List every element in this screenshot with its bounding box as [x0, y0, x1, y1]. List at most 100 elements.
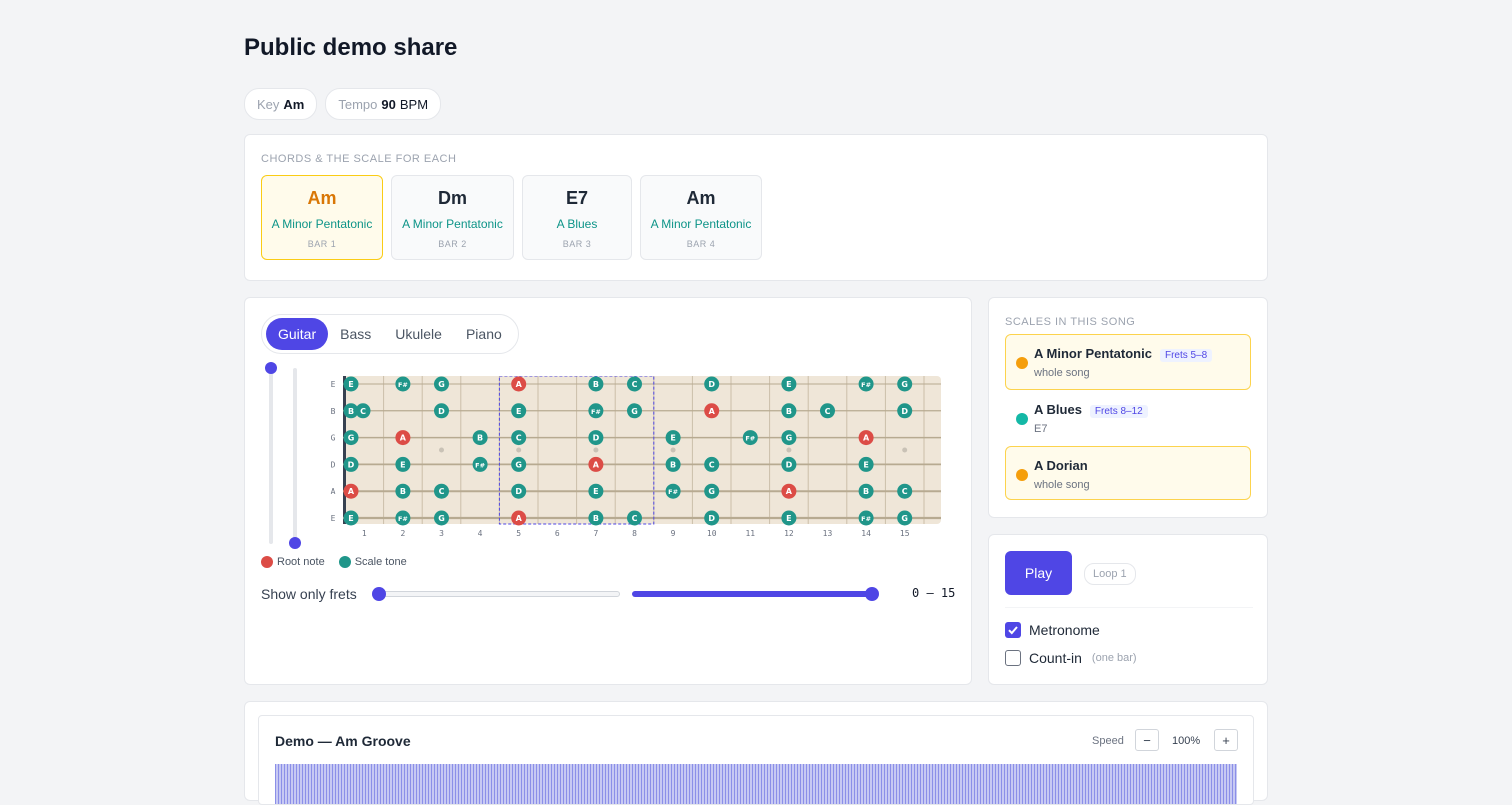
chord-card-bar-1[interactable]: Am A Minor Pentatonic BAR 1 — [261, 175, 383, 260]
scale-note-marker — [665, 483, 681, 499]
fret-number: 6 — [555, 529, 560, 538]
scale-note-marker — [665, 430, 681, 446]
tab-guitar[interactable]: Guitar — [266, 318, 329, 350]
scale-note-marker — [897, 403, 913, 419]
fret-inlay-dot — [593, 447, 599, 453]
speed-value: 100% — [1172, 735, 1201, 747]
scale-frets-badge: Frets 8–12 — [1089, 405, 1148, 418]
scale-note-marker — [704, 510, 720, 526]
demo-card: Demo — Am Groove Speed − 100% + — [244, 701, 1268, 805]
note-label: D — [348, 460, 355, 469]
count-in-toggle[interactable]: Count-in (one bar) — [1005, 650, 1137, 666]
fretboard-wood — [343, 376, 941, 524]
scale-note-marker — [627, 510, 642, 526]
scale-item-a-dorian[interactable]: A Dorian whole song — [1005, 446, 1251, 500]
string-label: B — [331, 407, 336, 416]
note-label: G — [438, 514, 445, 523]
scale-note-marker — [472, 430, 488, 446]
chord-name: E7 — [565, 188, 589, 208]
note-label: E — [786, 514, 791, 523]
scale-note-marker — [858, 456, 874, 472]
check-icon — [1008, 626, 1018, 635]
chord-name: Am — [686, 188, 716, 208]
vertical-slider-knob-2[interactable] — [289, 537, 301, 549]
note-label: B — [400, 487, 406, 496]
string-label: E — [331, 514, 336, 523]
fretboard-legend: Root note Scale tone — [261, 556, 407, 568]
note-label: F# — [668, 488, 678, 496]
note-label: B — [670, 460, 676, 469]
note-label: C — [516, 434, 522, 443]
tab-bass[interactable]: Bass — [340, 326, 372, 342]
waveform[interactable] — [275, 764, 1237, 804]
fret-number: 5 — [516, 529, 521, 538]
scale-note-marker — [511, 483, 527, 499]
scale-note-marker — [742, 430, 758, 446]
scale-note-marker — [395, 376, 411, 392]
chord-card-bar-3[interactable]: E7 A Blues BAR 3 — [522, 175, 632, 260]
string-label: D — [331, 460, 336, 469]
note-label: C — [632, 514, 638, 523]
root-note-marker — [588, 456, 604, 472]
fret-inlay-dot — [670, 447, 676, 453]
scale-note-marker — [343, 510, 359, 526]
scale-item-a-minor-pentatonic[interactable]: A Minor Pentatonic Frets 5–8 whole song — [1005, 334, 1251, 390]
speed-decrease-button[interactable]: − — [1135, 729, 1159, 751]
tempo-unit: BPM — [399, 96, 429, 112]
note-label: C — [825, 407, 831, 416]
fret-min-slider-knob[interactable] — [372, 587, 386, 601]
fretboard-nut — [343, 376, 346, 524]
metronome-checkbox[interactable] — [1005, 622, 1021, 638]
scale-note-marker — [434, 483, 449, 499]
string-label: E — [331, 380, 336, 389]
fret-max-slider-track[interactable] — [632, 591, 873, 597]
vertical-slider-track-1[interactable] — [269, 368, 273, 544]
metronome-label: Metronome — [1029, 622, 1100, 638]
scale-item-a-blues[interactable]: A Blues Frets 8–12 E7 — [1005, 390, 1251, 446]
scale-note-marker — [704, 376, 720, 392]
fret-number: 13 — [823, 529, 833, 538]
tab-ukulele[interactable]: Ukulele — [395, 326, 442, 342]
chord-bar: BAR 2 — [438, 239, 467, 249]
fret-filter-label: Show only frets — [261, 586, 357, 602]
play-button[interactable]: Play — [1005, 551, 1072, 595]
note-label: E — [348, 380, 353, 389]
note-label: F# — [861, 515, 871, 523]
fret-number: 9 — [671, 529, 676, 538]
scale-note-marker — [472, 456, 488, 472]
note-label: B — [863, 487, 869, 496]
note-label: D — [708, 380, 715, 389]
note-label: B — [348, 407, 354, 416]
count-in-checkbox[interactable] — [1005, 650, 1021, 666]
chord-card-bar-4[interactable]: Am A Minor Pentatonic BAR 4 — [640, 175, 762, 260]
note-label: E — [593, 487, 598, 496]
metronome-toggle[interactable]: Metronome — [1005, 622, 1100, 638]
chord-card-bar-2[interactable]: Dm A Minor Pentatonic BAR 2 — [391, 175, 514, 260]
fret-min-slider-track[interactable] — [379, 591, 620, 597]
scale-frets-badge: Frets 5–8 — [1159, 349, 1213, 362]
tab-piano[interactable]: Piano — [465, 326, 502, 342]
root-note-marker — [781, 483, 797, 499]
scale-note-marker — [343, 403, 359, 419]
fret-inlay-dot — [516, 447, 522, 453]
scale-note-marker — [343, 430, 359, 446]
scale-sub: E7 — [1034, 423, 1048, 435]
loop-badge[interactable]: Loop 1 — [1084, 563, 1136, 585]
chord-bar: BAR 3 — [562, 239, 592, 249]
chord-scale: A Blues — [556, 217, 598, 231]
speed-label: Speed — [1092, 735, 1124, 747]
scale-note-marker — [343, 456, 359, 472]
vertical-slider-track-2[interactable] — [293, 368, 297, 544]
note-label: A — [516, 380, 523, 389]
scale-name: A Minor Pentatonic — [1034, 346, 1152, 361]
scales-section-label: SCALES IN THIS SONG — [1005, 316, 1136, 328]
vertical-slider-knob-1[interactable] — [265, 362, 277, 374]
note-label: E — [670, 434, 675, 443]
divider — [1005, 607, 1253, 608]
note-label: G — [901, 514, 908, 523]
speed-increase-button[interactable]: + — [1214, 729, 1238, 751]
fret-max-slider-knob[interactable] — [865, 587, 879, 601]
scale-note-marker — [897, 510, 913, 526]
scale-sub: whole song — [1034, 367, 1090, 379]
